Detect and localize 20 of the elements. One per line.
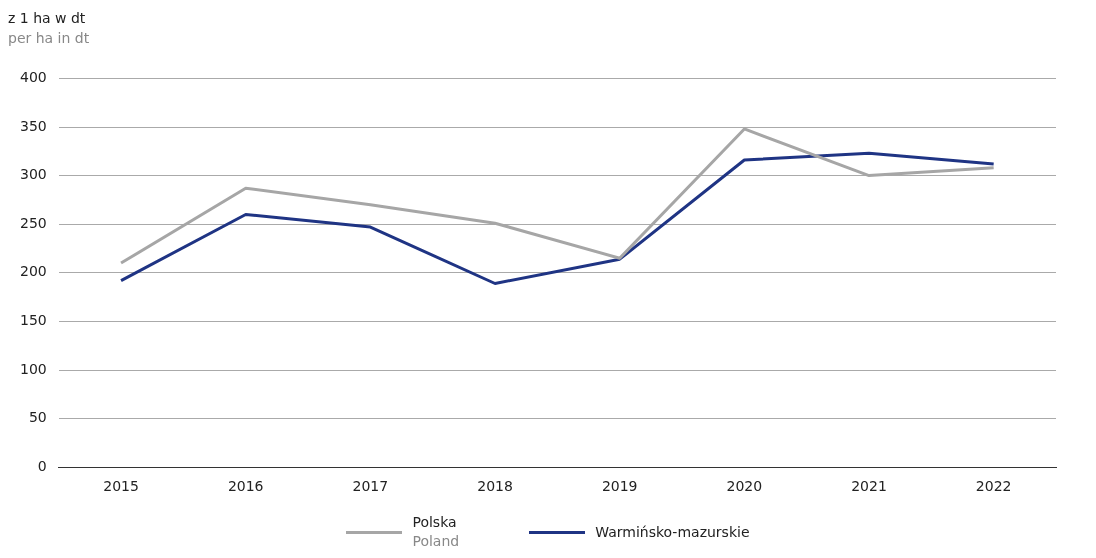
x-tick-label: 2018 [477,478,513,495]
x-tick-label: 2021 [851,478,887,495]
x-tick-label: 2022 [975,478,1012,495]
y-tick-label: 300 [19,166,47,183]
y-tick-label: 150 [19,312,47,329]
legend-label: Polska Poland [412,513,460,551]
x-tick-label: 2015 [103,478,139,495]
x-tick-label: 2020 [726,478,763,495]
legend-label: Warmińsko-mazurskie [595,522,750,542]
y-tick-label: 50 [28,409,47,426]
y-tick-label: 0 [37,457,47,474]
y-tick-label: 400 [19,69,47,86]
x-tick-label: 2019 [601,478,638,495]
y-axis-title: z 1 ha w dt per ha in dt [8,9,90,48]
x-tick-label: 2017 [352,478,389,495]
x-tick-label: 2016 [227,478,264,495]
y-tick-label: 350 [19,117,47,134]
y-tick-label: 250 [19,214,47,231]
y-tick-label: 100 [19,360,47,377]
y-tick-label: 200 [19,263,47,280]
